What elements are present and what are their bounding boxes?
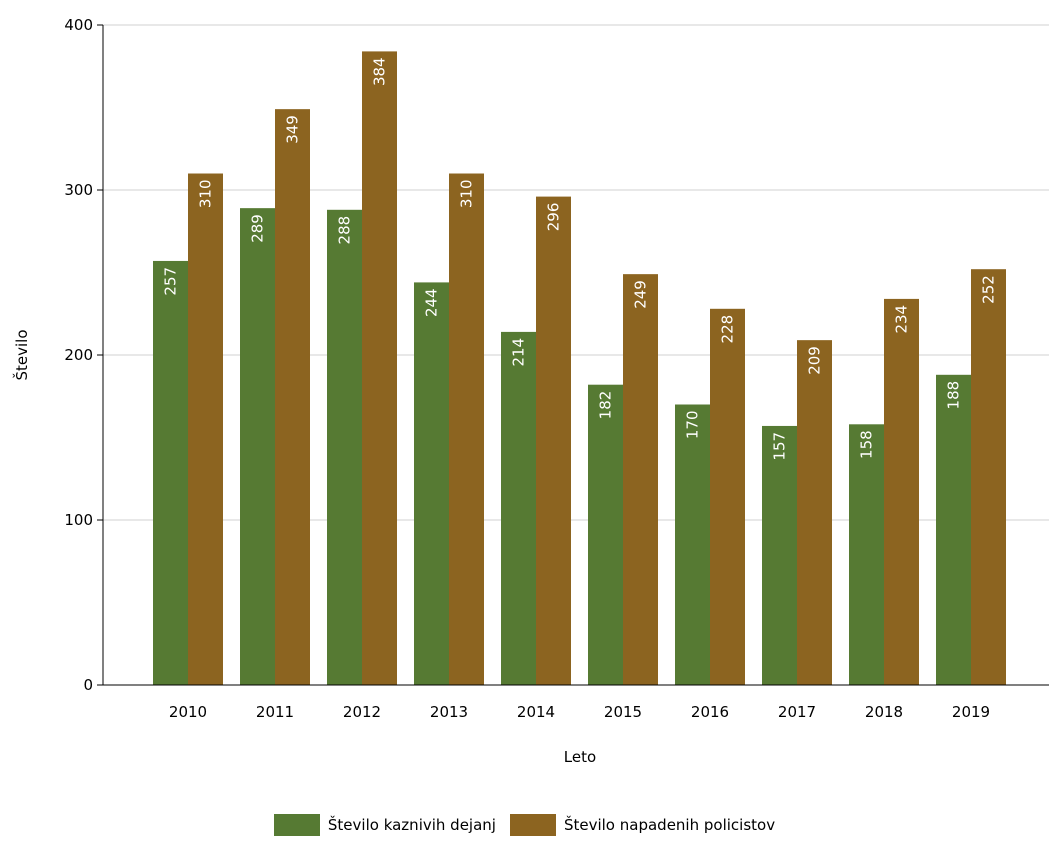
bar-value-label: 214 bbox=[510, 338, 528, 367]
y-tick-label: 200 bbox=[64, 346, 93, 364]
bar-value-label: 157 bbox=[771, 432, 789, 461]
bar-series-1 bbox=[588, 384, 623, 685]
x-tick-label: 2011 bbox=[256, 703, 294, 721]
bar-series-2 bbox=[623, 274, 658, 685]
bar-series-1 bbox=[762, 425, 797, 685]
bar-series-2 bbox=[536, 196, 571, 685]
y-tick-label: 0 bbox=[83, 676, 93, 694]
bar-value-label: 182 bbox=[597, 391, 615, 420]
bar-value-label: 288 bbox=[336, 216, 354, 245]
bar-series-2 bbox=[362, 51, 397, 685]
bar-series-2 bbox=[884, 298, 919, 685]
x-tick-label: 2010 bbox=[169, 703, 207, 721]
bar-value-label: 158 bbox=[858, 430, 876, 459]
legend-label-series-2: Število napadenih policistov bbox=[563, 816, 776, 834]
bar-series-2 bbox=[188, 173, 223, 685]
bar-series-2 bbox=[275, 109, 310, 685]
legend-swatch-series-1 bbox=[273, 814, 320, 836]
bar-value-label: 228 bbox=[719, 315, 737, 344]
bar-series-1 bbox=[675, 404, 710, 685]
bar-chart: 257 310 289 349 288 384 244 310 214 296 182 249 170 2… bbox=[12, 16, 1049, 766]
bar-value-label: 209 bbox=[806, 346, 824, 375]
bar-value-label: 349 bbox=[284, 115, 302, 144]
x-tick-label: 2013 bbox=[430, 703, 468, 721]
bar-series-1 bbox=[501, 331, 536, 685]
legend-item-series-2: Število napadenih policistov bbox=[509, 814, 776, 836]
legend-swatch-series-2 bbox=[509, 814, 556, 836]
bar-value-label: 310 bbox=[458, 180, 476, 209]
bar-value-label: 234 bbox=[893, 305, 911, 334]
legend-label-series-1: Število kaznivih dejanj bbox=[327, 816, 496, 834]
bars: 257 310 289 349 288 384 244 310 214 296 182 249 170 2… bbox=[153, 51, 1006, 686]
bar-value-label: 310 bbox=[197, 180, 215, 209]
legend: Število kaznivih dejanj Število napadeni… bbox=[0, 814, 1049, 836]
bar-series-1 bbox=[153, 260, 188, 685]
x-tick-label: 2019 bbox=[952, 703, 990, 721]
bar-series-1 bbox=[327, 209, 362, 686]
y-axis-title: Število bbox=[12, 329, 31, 380]
x-tick-label: 2014 bbox=[517, 703, 555, 721]
bar-value-label: 289 bbox=[249, 214, 267, 243]
bar-value-label: 296 bbox=[545, 203, 563, 232]
x-tick-label: 2017 bbox=[778, 703, 816, 721]
x-tick-label: 2016 bbox=[691, 703, 729, 721]
x-tick-label: 2018 bbox=[865, 703, 903, 721]
bar-series-1 bbox=[936, 374, 971, 685]
x-tick-label: 2012 bbox=[343, 703, 381, 721]
bar-value-label: 252 bbox=[980, 275, 998, 304]
bar-value-label: 257 bbox=[162, 267, 180, 296]
x-axis-title: Leto bbox=[564, 748, 596, 766]
bar-value-label: 188 bbox=[945, 381, 963, 410]
y-ticks: 0 100 200 300 400 bbox=[64, 16, 103, 694]
bar-series-1 bbox=[240, 208, 275, 685]
legend-item-series-1: Število kaznivih dejanj bbox=[273, 814, 496, 836]
bar-value-label: 244 bbox=[423, 288, 441, 317]
y-tick-label: 100 bbox=[64, 511, 93, 529]
bar-series-2 bbox=[449, 173, 484, 685]
bar-value-label: 170 bbox=[684, 411, 702, 440]
y-tick-label: 400 bbox=[64, 16, 93, 34]
bar-series-2 bbox=[797, 340, 832, 685]
y-tick-label: 300 bbox=[64, 181, 93, 199]
x-ticks: 2010 2011 2012 2013 2014 2015 2016 2017 2018 2019 bbox=[169, 703, 990, 721]
bar-series-2 bbox=[710, 308, 745, 685]
bar-value-label: 384 bbox=[371, 57, 389, 86]
bar-series-1 bbox=[414, 282, 449, 685]
bar-series-1 bbox=[849, 424, 884, 685]
bar-value-label: 249 bbox=[632, 280, 650, 309]
bar-series-2 bbox=[971, 269, 1006, 685]
x-tick-label: 2015 bbox=[604, 703, 642, 721]
